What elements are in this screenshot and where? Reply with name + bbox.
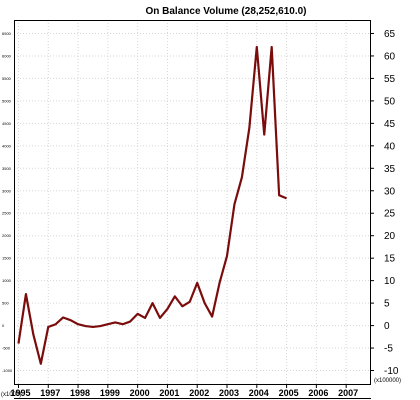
left-tick-label: -500 (2, 346, 11, 351)
left-tick-label: 3500 (2, 166, 12, 171)
right-tick-label: 60 (384, 51, 396, 62)
left-tick-label: 4000 (2, 143, 12, 148)
left-tick-label: 6500 (2, 31, 12, 36)
x-tick-label: 2000 (130, 388, 150, 398)
x-tick-label: 1999 (100, 388, 120, 398)
right-tick-label: 20 (384, 231, 396, 242)
left-tick-label: 3000 (2, 188, 12, 193)
right-tick-label: 50 (384, 96, 396, 107)
x-tick-label: 1998 (70, 388, 90, 398)
grid-lines (14, 20, 370, 384)
x-tick-label: 1997 (40, 388, 60, 398)
plot-frame (14, 20, 371, 385)
left-tick-label: 500 (2, 301, 9, 306)
x-tick-label: 2007 (338, 388, 358, 398)
x-tick-label: 2006 (308, 388, 328, 398)
x-tick-label: 2002 (189, 388, 209, 398)
x-tick-label: 2003 (219, 388, 239, 398)
x-tick-label: 2004 (249, 388, 269, 398)
right-tick-label: 40 (384, 141, 396, 152)
left-axis-ticks: 6500600055005000450040003500300025002000… (2, 31, 13, 373)
right-tick-label: 5 (384, 299, 390, 310)
left-tick-label: 5000 (2, 98, 12, 103)
right-unit-label: (x100000) (374, 378, 401, 384)
left-tick-label: 6000 (2, 53, 12, 58)
left-tick-label: 1500 (2, 256, 12, 261)
right-tick-label: 45 (384, 119, 396, 130)
left-tick-label: 5500 (2, 76, 12, 81)
right-tick-label: 25 (384, 209, 396, 220)
left-unit-label: (x1000) (1, 392, 21, 398)
right-tick-label: 35 (384, 164, 396, 175)
right-tick-label: -10 (384, 366, 399, 377)
x-axis-ticks: 1995 1997 1998 1999 2000 2001 2002 2003 2004 2005… (10, 384, 358, 398)
right-tick-label: 65 (384, 29, 396, 40)
x-tick-label: 2005 (279, 388, 299, 398)
x-tick-label: 1995 (10, 388, 30, 398)
left-tick-label: 2000 (2, 233, 12, 238)
x-tick-label: 2001 (159, 388, 179, 398)
left-tick-label: -1000 (2, 368, 13, 373)
right-tick-label: 10 (384, 276, 396, 287)
left-tick-label: 2500 (2, 211, 12, 216)
right-tick-label: 0 (384, 321, 390, 332)
obv-series-line (17, 45, 288, 365)
left-tick-label: 1000 (2, 278, 12, 283)
right-tick-label: 30 (384, 186, 396, 197)
chart-title: On Balance Volume (28,252,610.0) (145, 6, 306, 17)
right-tick-label: 55 (384, 74, 396, 85)
left-tick-label: 4500 (2, 121, 12, 126)
right-tick-label: 15 (384, 254, 396, 265)
right-tick-label: -5 (384, 344, 393, 355)
left-tick-label: 0 (2, 323, 5, 328)
